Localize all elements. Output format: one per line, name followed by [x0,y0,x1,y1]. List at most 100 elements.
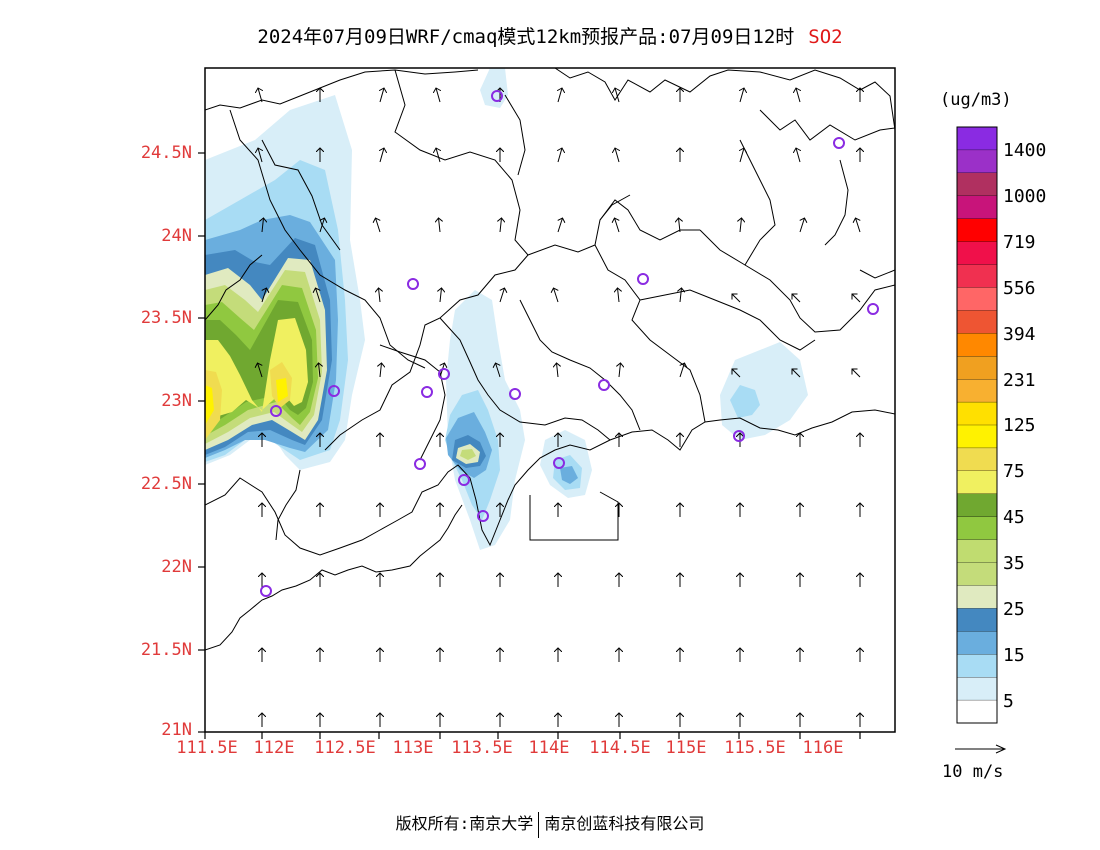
colorbar-swatches [956,126,998,724]
city-boundary [594,244,706,423]
colorbar-label: 35 [1003,553,1025,574]
colorbar-swatch [956,677,998,701]
lon-label: 115E [665,738,707,758]
so2-contour-fills [205,68,808,550]
colorbar-swatch [956,218,998,243]
wind-vector-icon [262,288,267,303]
footer-divider [538,811,540,838]
wind-vector-icon [740,148,744,163]
wind-vector-icon [436,88,440,103]
copyright-owner: 版权所有:南京大学 [395,814,534,833]
wind-vector-icon [680,288,682,303]
province-boundary [859,269,895,279]
wind-vector-icon [558,218,563,233]
so2-contour-15 [730,385,760,418]
colorbar-frame [956,126,998,724]
so2-contour-5 [480,68,508,108]
lat-label: 23.5N [140,308,192,328]
lon-label: 114.5E [589,738,651,758]
colorbar-label: 556 [1003,278,1036,299]
colorbar-swatch [956,562,998,586]
colorbar-swatch [956,608,998,632]
colorbar-label: 45 [1003,507,1025,528]
colorbar-swatch [956,493,998,518]
station-marker-icon [598,379,610,391]
wind-vector-icon [262,218,264,233]
wind-vector-icon [379,288,381,303]
city-boundary [439,317,611,441]
colorbar-label: 394 [1003,324,1036,345]
map-frame [204,67,896,733]
wind-vector-icon [732,369,741,378]
wind-vector-icon [319,363,321,378]
wind-vector-icon [792,294,801,303]
wind-vector-icon [258,88,262,103]
colorbar-label: 1000 [1003,186,1047,207]
copyright-company: 南京创蓝科技有限公司 [544,814,705,833]
so2-contour-25 [560,466,578,484]
so2-contour-5 [720,342,808,440]
wind-vector-icon [380,88,384,103]
wind-vector-icon [796,88,800,103]
wind-vector-icon [376,218,381,233]
colorbar-unit: (ug/m3) [940,90,1012,110]
station-marker-icon [458,474,470,486]
lon-label: 116E [802,738,844,758]
lon-label: 112E [253,738,295,758]
wind-vector-icon [619,363,621,378]
city-boundary [504,94,526,176]
lon-label: 113E [392,738,434,758]
colorbar-label: 75 [1003,461,1025,482]
lat-label: 23N [161,391,192,411]
wind-vector-icon [440,288,442,303]
colorbar-swatch [956,264,998,288]
wind-vector-icon [558,88,562,103]
city-boundary [824,159,849,246]
wind-reference-arrow [955,744,1007,754]
station-marker-icon [477,510,489,522]
wind-vector-icon [615,218,620,233]
wind-vector-icon [615,148,619,163]
colorbar-label: 1400 [1003,140,1047,161]
colorbar-label: 5 [1003,691,1014,712]
wind-vector-icon [856,218,861,233]
lon-label: 112.5E [314,738,376,758]
station-marker-icon [637,273,649,285]
station-marker-icon [414,458,426,470]
colorbar-swatch [956,310,998,334]
wind-vector-icon [618,288,620,303]
axis-ticks [198,152,861,739]
city-boundary [394,69,631,256]
wind-vector-icon [679,218,681,233]
station-marker-icon [867,303,879,315]
colorbar-swatch [956,195,998,220]
colorbar-swatch [956,378,998,403]
lon-label: 115.5E [724,738,786,758]
lon-label: 114E [528,738,570,758]
wind-vector-icon [258,148,262,163]
wind-vector-icon [436,148,440,163]
colorbar-swatch [956,356,998,380]
colorbar-swatch [956,424,998,449]
hong-kong-boundary [529,491,619,541]
colorbar-swatch [956,126,998,151]
monitoring-stations [260,90,879,597]
colorbar-swatch [956,447,998,472]
wind-vector-icon [852,294,861,303]
colorbar-swatch [956,654,998,678]
wind-vector-icon [557,363,559,378]
station-marker-icon [438,368,450,380]
colorbar-label: 719 [1003,232,1036,253]
wind-vector-icon [320,218,325,233]
wind-vector-icon [852,369,861,378]
colorbar-label: 231 [1003,370,1036,391]
lat-label: 24.5N [140,143,192,163]
wind-vector-icon [554,288,559,303]
province-boundary [759,109,895,141]
station-marker-icon [421,386,433,398]
colorbar-swatch [956,172,998,197]
so2-contour-35 [460,449,476,460]
wind-vector-icon [615,88,619,103]
wind-vector-icon [258,363,263,378]
